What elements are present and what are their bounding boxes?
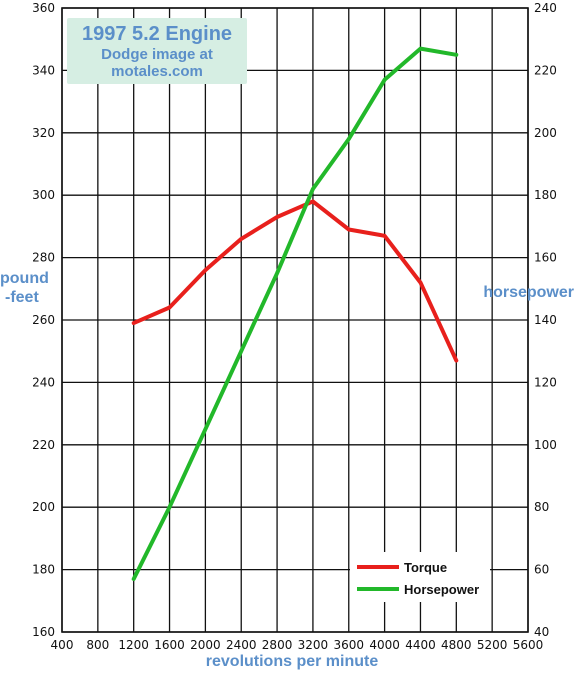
x-tick-label: 4000: [369, 638, 400, 652]
x-tick-label: 2800: [262, 638, 293, 652]
series-line-horsepower: [131, 46, 459, 581]
y-right-tick-label: 240: [534, 1, 557, 15]
x-tick-label: 3200: [298, 638, 329, 652]
x-axis-title: revolutions per minute: [206, 653, 379, 670]
x-tick-label: 5600: [513, 638, 544, 652]
y-right-tick-label: 60: [534, 563, 549, 577]
series-line-torque: [131, 199, 459, 363]
chart-axis-titles: revolutions per minute pound -feet horsepow…: [0, 270, 574, 670]
y-left-tick-label: 260: [32, 313, 55, 327]
y-left-axis-title-line-1: pound: [0, 270, 49, 287]
y-right-tick-label: 120: [534, 375, 557, 389]
y-right-tick-label: 40: [534, 625, 549, 639]
legend-label-torque: Torque: [404, 560, 447, 575]
x-tick-label: 5200: [477, 638, 508, 652]
x-tick-label: 400: [51, 638, 74, 652]
y-left-tick-label: 320: [32, 126, 55, 140]
y-left-tick-label: 200: [32, 500, 55, 514]
chart-title: 1997 5.2 Engine: [81, 23, 233, 45]
x-tick-label: 2000: [190, 638, 221, 652]
y-right-tick-label: 200: [534, 126, 557, 140]
y-right-axis-title: horsepower: [483, 284, 574, 301]
y-right-tick-label: 80: [534, 500, 549, 514]
chart-subtitle-line-1: Dodge image at: [101, 46, 213, 63]
chart-tick-labels: 400 800 1200 1600 2000 2400 2800 3200 3600 4000 44…: [32, 1, 557, 652]
y-right-tick-label: 220: [534, 63, 557, 77]
chart-grid: [61, 7, 529, 633]
x-tick-label: 1600: [154, 638, 185, 652]
x-tick-label: 1200: [118, 638, 149, 652]
y-right-tick-label: 160: [534, 251, 557, 265]
y-left-tick-label: 360: [32, 1, 55, 15]
y-right-tick-label: 140: [534, 313, 557, 327]
y-left-tick-label: 220: [32, 438, 55, 452]
x-tick-label: 2400: [226, 638, 257, 652]
y-left-tick-label: 180: [32, 563, 55, 577]
y-right-tick-label: 180: [534, 188, 557, 202]
y-left-tick-label: 340: [32, 63, 55, 77]
x-tick-label: 4800: [441, 638, 472, 652]
chart-title-box: 1997 5.2 Engine Dodge image at motales.c…: [67, 18, 247, 84]
x-tick-label: 800: [86, 638, 109, 652]
chart-series-lines: [131, 46, 459, 581]
chart-legend: Torque Horsepower: [350, 552, 490, 602]
y-left-tick-label: 240: [32, 375, 55, 389]
chart-subtitle-line-2: motales.com: [111, 63, 203, 80]
y-left-tick-label: 160: [32, 625, 55, 639]
y-left-tick-label: 280: [32, 251, 55, 265]
legend-background: [350, 552, 490, 602]
x-tick-label: 4400: [405, 638, 436, 652]
x-tick-label: 3600: [333, 638, 364, 652]
legend-label-horsepower: Horsepower: [404, 582, 479, 597]
y-left-tick-label: 300: [32, 188, 55, 202]
y-right-tick-label: 100: [534, 438, 557, 452]
y-left-axis-title-line-2: -feet: [5, 289, 39, 306]
